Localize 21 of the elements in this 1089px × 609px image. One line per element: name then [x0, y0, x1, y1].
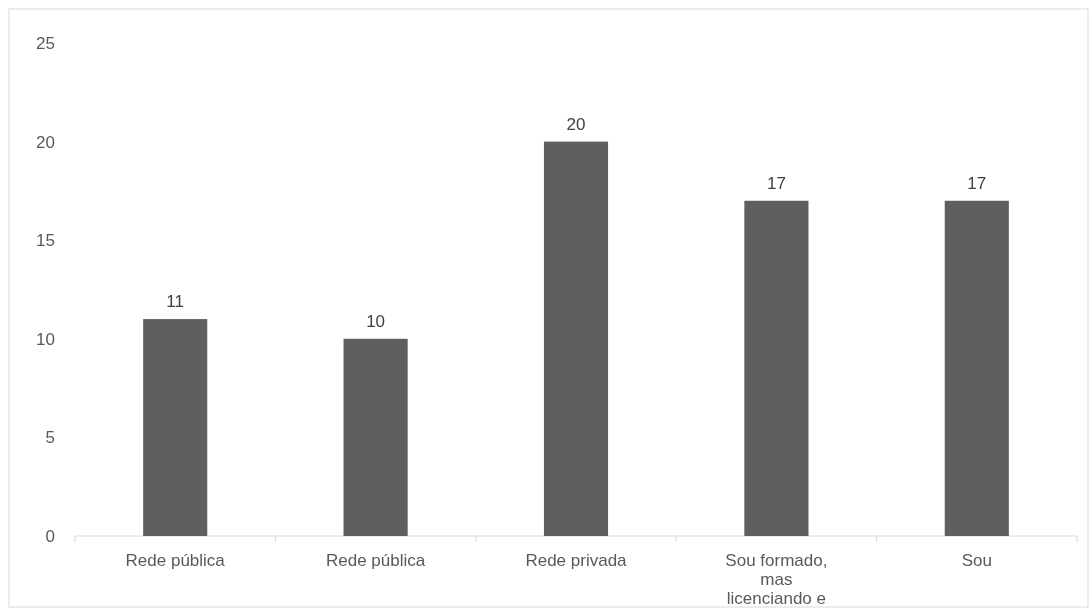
data-label: 11	[166, 292, 185, 312]
data-label: 17	[967, 173, 987, 193]
y-tick-label: 0	[45, 526, 55, 546]
x-tick-label: Rede pública	[125, 551, 226, 570]
x-tick-label: Rede privada	[525, 551, 628, 570]
data-label: 10	[366, 311, 386, 331]
bar	[143, 319, 208, 536]
data-label: 20	[566, 114, 586, 134]
y-tick-label: 10	[36, 329, 55, 349]
y-tick-label: 20	[36, 132, 55, 152]
y-tick-label: 15	[36, 231, 55, 251]
bar	[343, 338, 408, 536]
y-tick-label: 5	[45, 428, 55, 448]
x-tick-label: Rede pública	[325, 551, 426, 570]
x-tick-label: Sou formado, mas licenciando e	[725, 551, 828, 608]
data-label: 17	[766, 173, 786, 193]
bar	[944, 200, 1009, 536]
bar	[744, 200, 809, 536]
x-tick-label: Sou	[961, 551, 992, 570]
bar	[543, 141, 609, 536]
y-tick-label: 25	[36, 33, 55, 53]
